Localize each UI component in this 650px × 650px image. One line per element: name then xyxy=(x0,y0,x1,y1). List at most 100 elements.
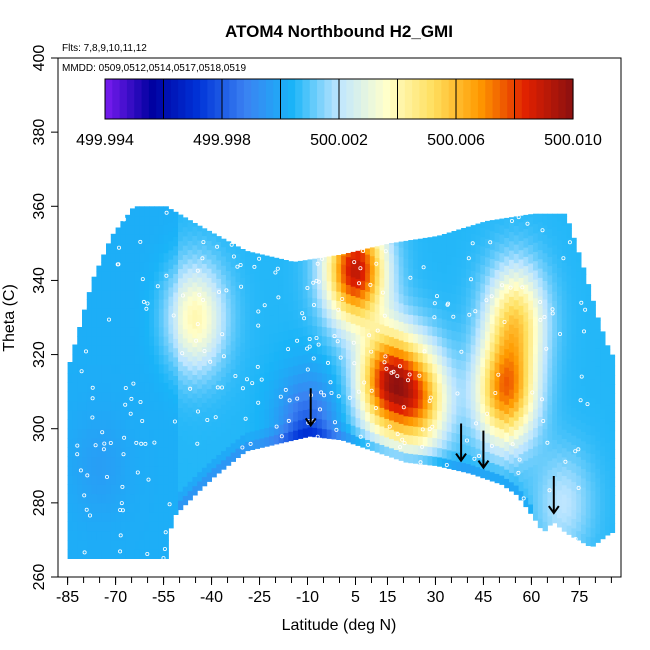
heatmap-cell xyxy=(523,376,529,387)
sample-point xyxy=(520,285,525,290)
sample-point xyxy=(139,441,144,446)
heatmap-cell xyxy=(158,345,165,356)
heatmap-cell xyxy=(106,475,112,485)
heatmap-cell xyxy=(264,279,270,290)
heatmap-cell xyxy=(561,213,568,217)
heatmap-cell xyxy=(134,484,141,495)
heatmap-cell xyxy=(451,321,457,331)
heatmap-cell xyxy=(595,505,601,516)
heatmap-cell xyxy=(393,254,400,265)
heatmap-cell xyxy=(187,323,193,334)
heatmap-cell xyxy=(110,299,117,309)
heatmap-cell xyxy=(547,330,553,341)
sample-point xyxy=(221,354,226,359)
heatmap-cell xyxy=(225,456,232,466)
sample-point xyxy=(542,314,547,319)
heatmap-cell xyxy=(192,467,198,477)
heatmap-cell xyxy=(130,234,136,244)
heatmap-cell xyxy=(528,244,534,255)
heatmap-cell xyxy=(86,428,93,439)
heatmap-cell xyxy=(609,467,616,478)
heatmap-cell xyxy=(566,497,572,508)
sample-point xyxy=(305,285,310,290)
heatmap-cell xyxy=(235,327,241,338)
heatmap-cell xyxy=(494,325,500,335)
heatmap-cell xyxy=(115,391,121,402)
heatmap-cell xyxy=(293,263,299,274)
heatmap-cell xyxy=(67,419,73,430)
heatmap-cell xyxy=(413,426,419,436)
heatmap-cell xyxy=(225,400,232,411)
heatmap-cell xyxy=(211,233,217,237)
heatmap-cell xyxy=(293,337,299,348)
heatmap-cell xyxy=(120,382,126,393)
heatmap-cell xyxy=(360,410,366,420)
heatmap-cell xyxy=(355,371,361,382)
heatmap-cell xyxy=(547,311,553,322)
heatmap-cell xyxy=(509,342,515,353)
heatmap-cell xyxy=(365,328,371,339)
heatmap-cell xyxy=(139,539,145,550)
sample-point xyxy=(368,282,373,287)
heatmap-cell xyxy=(297,373,304,384)
heatmap-cell xyxy=(197,416,203,426)
heatmap-cell xyxy=(509,352,515,362)
sample-point xyxy=(155,284,160,289)
heatmap-cell xyxy=(115,502,121,513)
heatmap-cell xyxy=(269,389,275,400)
heatmap-cell xyxy=(547,386,553,396)
heatmap-cell xyxy=(297,410,304,421)
heatmap-cell xyxy=(393,282,400,293)
heatmap-cell xyxy=(326,429,332,439)
heatmap-cell xyxy=(398,275,404,285)
heatmap-cell xyxy=(288,310,294,321)
heatmap-cell xyxy=(465,343,472,353)
heatmap-cell xyxy=(326,262,332,273)
heatmap-cell xyxy=(72,512,78,522)
heatmap-cell xyxy=(600,529,606,540)
heatmap-cell xyxy=(557,360,563,370)
heatmap-cell xyxy=(82,521,88,532)
sample-point xyxy=(467,312,472,317)
heatmap-cell xyxy=(369,357,376,368)
heatmap-cell xyxy=(91,521,97,532)
heatmap-cell xyxy=(245,330,251,340)
sample-point xyxy=(201,240,206,245)
heatmap-cell xyxy=(489,369,496,380)
heatmap-cell xyxy=(182,226,189,237)
heatmap-cell xyxy=(576,336,582,346)
heatmap-cell xyxy=(130,419,136,430)
heatmap-cell xyxy=(182,449,189,459)
heatmap-cell xyxy=(465,259,472,270)
heatmap-cell xyxy=(144,465,150,476)
sample-point xyxy=(278,394,283,399)
heatmap-cell xyxy=(211,393,217,404)
colorbar-segment xyxy=(302,79,311,119)
heatmap-cell xyxy=(533,325,539,336)
sample-point xyxy=(335,339,340,344)
heatmap-cell xyxy=(187,462,193,473)
heatmap-cell xyxy=(557,471,563,482)
heatmap-cell xyxy=(77,382,83,393)
heatmap-cell xyxy=(437,327,443,337)
heatmap-cell xyxy=(547,367,553,378)
heatmap-cell xyxy=(403,313,409,324)
heatmap-cell xyxy=(178,398,184,409)
heatmap-cell xyxy=(432,270,438,281)
heatmap-cell xyxy=(144,428,150,439)
heatmap-cell xyxy=(182,319,189,330)
sample-point xyxy=(274,424,279,429)
heatmap-cell xyxy=(595,412,601,423)
heatmap-cell xyxy=(403,295,409,306)
heatmap-cell xyxy=(403,452,409,463)
heatmap-cell xyxy=(384,297,390,308)
heatmap-cell xyxy=(518,240,524,251)
colorbar-segment xyxy=(434,79,442,119)
heatmap-cell xyxy=(451,339,457,350)
heatmap-cell xyxy=(125,317,131,328)
heatmap-cell xyxy=(369,247,376,257)
heatmap-cell xyxy=(552,337,558,348)
heatmap-cell xyxy=(168,305,174,316)
heatmap-cell xyxy=(130,410,136,420)
heatmap-cell xyxy=(77,438,83,448)
